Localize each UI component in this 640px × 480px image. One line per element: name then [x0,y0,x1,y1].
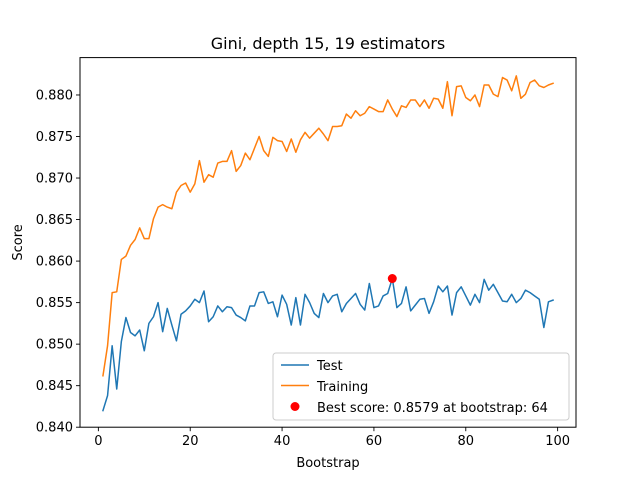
legend-box [272,352,570,421]
x-tick-label: 100 [545,434,570,449]
y-tick-label: 0.850 [36,338,73,353]
x-tick-label: 60 [366,434,383,449]
best-score-point [387,274,397,284]
axes-frame [79,57,577,428]
y-tick-label: 0.860 [36,255,73,270]
y-tick-label: 0.845 [36,379,73,394]
y-tick-label: 0.855 [36,296,73,311]
legend-best-score-marker [290,402,300,411]
y-axis-ticks: 0.840 0.845 0.850 0.855 0.860 0.865 0.870 0.875… [36,88,80,436]
legend: Test Training Best score: 0.8579 at boot… [272,352,570,421]
plot-area [79,57,577,428]
x-axis-ticks: 0 20 40 60 80 100 [94,427,570,449]
legend-training-label: Training [316,380,368,395]
x-tick-label: 80 [458,434,475,449]
x-tick-label: 20 [182,434,199,449]
series-lines [102,75,555,412]
y-tick-label: 0.875 [36,130,73,145]
y-tick-label: 0.865 [36,213,73,228]
legend-test-label: Test [316,359,343,374]
chart-title: Gini, depth 15, 19 estimators [211,34,446,53]
y-tick-label: 0.880 [36,88,73,103]
x-tick-label: 40 [274,434,291,449]
y-tick-label: 0.870 [36,172,73,187]
legend-best-score-label: Best score: 0.8579 at bootstrap: 64 [317,401,548,416]
x-tick-label: 0 [94,434,102,449]
x-axis-label: Bootstrap [296,456,359,471]
series-line-training [102,75,555,377]
best-score-markers [387,274,397,284]
y-tick-label: 0.840 [36,421,73,436]
series-line-test [102,277,555,412]
y-axis-label: Score [11,224,26,260]
